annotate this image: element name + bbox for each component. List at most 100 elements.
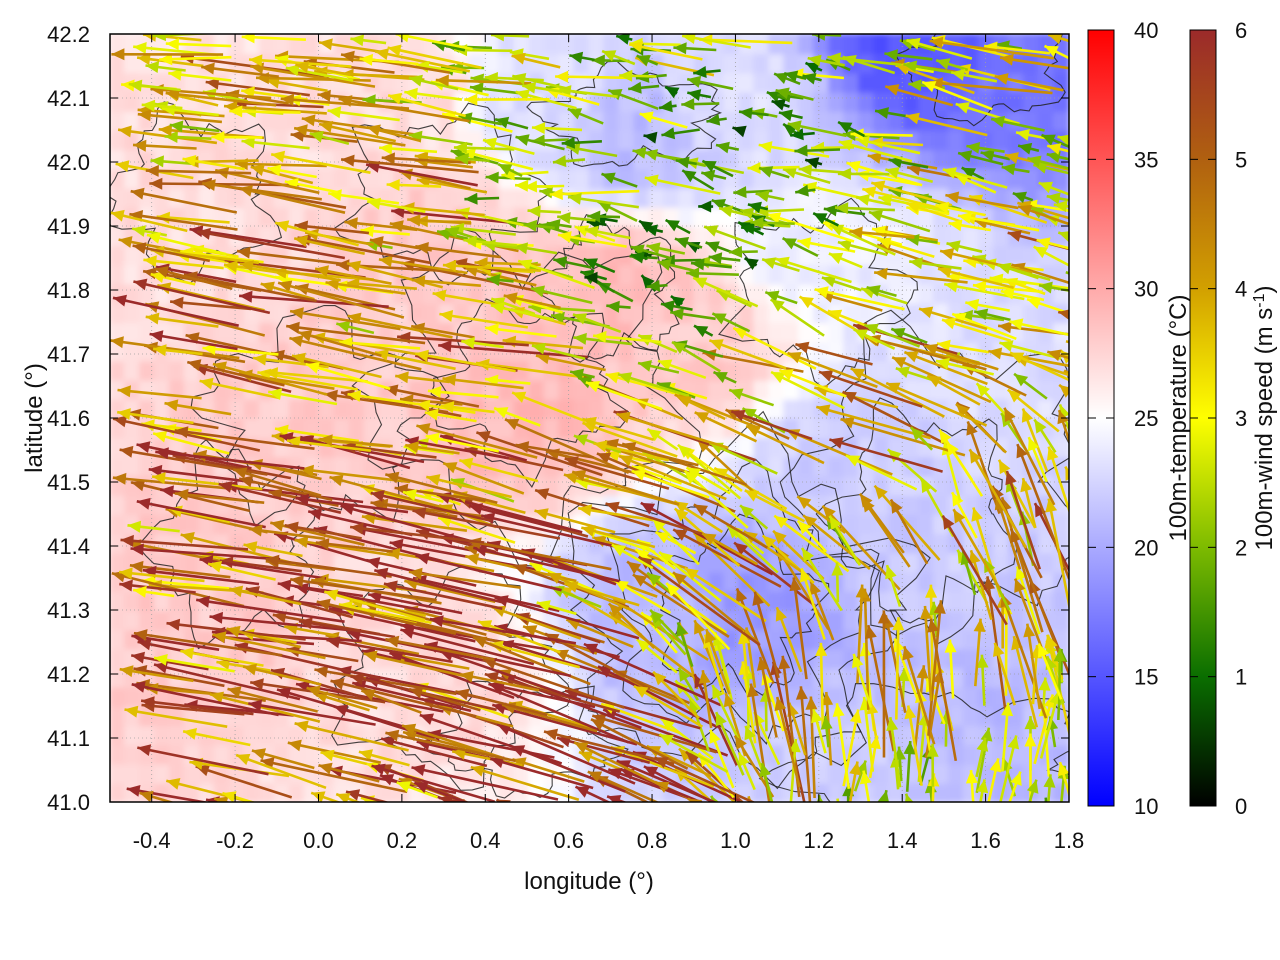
heatmap-cell [588,340,606,362]
heatmap-cell [543,148,561,170]
heatmap-cell [168,762,186,784]
heatmap-cell [573,90,591,112]
heatmap-cell [813,244,831,266]
heatmap-cell [1053,724,1069,746]
heatmap-cell [603,148,621,170]
wind-vector [955,102,1020,126]
heatmap-cell [903,129,921,151]
heatmap-cell [183,666,201,688]
heatmap-cell [963,493,981,515]
heatmap-cell [963,724,981,746]
heatmap-cell [753,570,771,592]
heatmap-cell [573,263,591,285]
wind-vector-head [681,98,695,111]
heatmap-cell [198,34,216,55]
heatmap-cell [1053,109,1069,131]
heatmap-cell [110,628,126,650]
heatmap-cell [933,743,951,765]
heatmap-cell [110,705,126,727]
heatmap-cell [963,340,981,362]
heatmap-cell [978,436,996,458]
heatmap-cell [783,186,801,208]
wind-vector [836,798,840,802]
heatmap-cell [258,609,276,631]
heatmap-cell [918,90,936,112]
wind-vector-head [983,576,996,590]
heatmap-cell [978,685,996,707]
heatmap-cell [318,417,336,439]
heatmap-cell [558,109,576,131]
heatmap-cell [483,52,501,74]
heatmap-cell [110,455,126,477]
heatmap-cell [110,666,126,688]
heatmap-cell [318,724,336,746]
heatmap-cell [663,109,681,131]
heatmap-cell [1053,743,1069,765]
heatmap-cell [273,397,291,419]
heatmap-cell [198,647,216,669]
heatmap-cell [798,34,816,55]
heatmap-cell [168,359,186,381]
heatmap-cell [588,71,606,93]
heatmap-cell [798,205,816,227]
heatmap-cell [768,628,786,650]
heatmap-cell [498,52,516,74]
heatmap-cell [333,513,351,535]
heatmap-cell [1008,455,1026,477]
heatmap-cell [243,762,261,784]
heatmap-cell [213,71,231,93]
heatmap-cell [678,71,696,93]
heatmap-cell [110,436,126,458]
heatmap-cell [828,148,846,170]
heatmap-cell [603,34,621,55]
heatmap-cell [813,321,831,343]
heatmap-cell [633,301,651,323]
heatmap-cell [1038,378,1056,400]
heatmap-cell [498,378,516,400]
heatmap-cell [198,532,216,554]
heatmap-cell [663,321,681,343]
contour-line [351,226,703,567]
heatmap-cell [110,609,126,631]
heatmap-cell [783,532,801,554]
heatmap-cell [348,321,366,343]
heatmap-cell [378,359,396,381]
heatmap-cell [648,205,666,227]
heatmap-cell [228,52,246,74]
heatmap-cell [123,301,141,323]
heatmap-cell [843,397,861,419]
heatmap-cell [843,474,861,496]
heatmap-cell [348,397,366,419]
heatmap-cell [288,589,306,611]
heatmap-cell [378,417,396,439]
heatmap-cell [648,109,666,131]
heatmap-cell [828,685,846,707]
heatmap-cell [858,90,876,112]
heatmap-cell [138,148,156,170]
wind-vector [681,98,720,111]
heatmap-cell [273,647,291,669]
wind-vector-shaft [836,798,840,802]
heatmap-cell [1053,589,1069,611]
heatmap-cell [828,493,846,515]
heatmap-cell [423,455,441,477]
heatmap-cell [783,397,801,419]
heatmap-cell [110,263,126,285]
heatmap-cell [768,34,786,55]
heatmap-cell [258,513,276,535]
heatmap-cell [933,148,951,170]
heatmap-cell [1038,109,1056,131]
heatmap-cell [1008,705,1026,727]
heatmap-cell [903,301,921,323]
heatmap-cell [1023,34,1041,55]
heatmap-cell [110,90,126,112]
heatmap-cell [903,570,921,592]
heatmap-cell [1038,186,1056,208]
heatmap-cell [903,493,921,515]
heatmap-cell [110,589,126,611]
heatmap-cell [933,244,951,266]
heatmap-cell [678,321,696,343]
heatmap-cell [333,397,351,419]
heatmap-cell [903,589,921,611]
wind-vector-head [907,163,921,176]
